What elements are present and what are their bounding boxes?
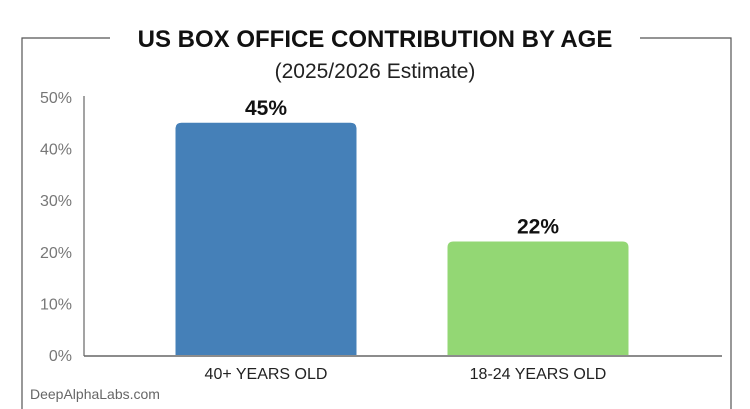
- y-tick-label: 10%: [40, 296, 72, 313]
- data-label: 45%: [245, 97, 287, 120]
- chart-subtitle: (2025/2026 Estimate): [275, 60, 476, 83]
- x-tick-label: 40+ YEARS OLD: [205, 366, 328, 383]
- x-tick-label: 18-24 YEARS OLD: [470, 366, 607, 383]
- data-label: 22%: [517, 215, 559, 238]
- y-tick-label: 50%: [40, 90, 72, 107]
- y-tick-label: 40%: [40, 142, 72, 159]
- bar: [447, 241, 629, 355]
- chart-title: US BOX OFFICE CONTRIBUTION BY AGE: [138, 26, 613, 53]
- frame-border: [21, 37, 732, 409]
- y-tick-label: 0%: [49, 348, 72, 365]
- y-tick-label: 30%: [40, 193, 72, 210]
- bar: [175, 122, 357, 355]
- y-tick-label: 20%: [40, 245, 72, 262]
- watermark: DeepAlphaLabs.com: [30, 386, 160, 402]
